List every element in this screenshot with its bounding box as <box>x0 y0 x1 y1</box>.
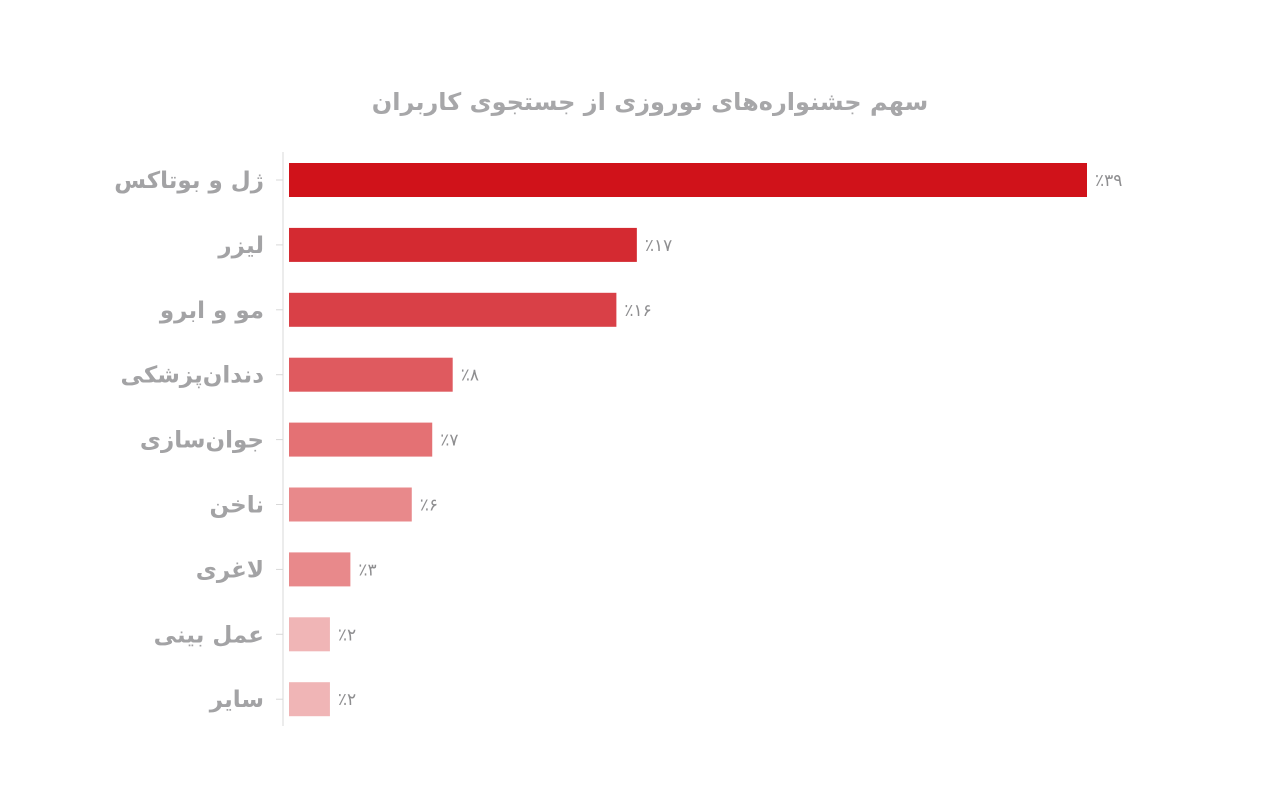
category-label: لیزر <box>217 233 264 259</box>
category-label: جوان‌سازی <box>140 428 264 454</box>
value-label: ٪۸ <box>461 366 479 386</box>
value-label: ٪۳۹ <box>1095 171 1122 191</box>
bar <box>289 163 1087 197</box>
chart-title: سهم جشنواره‌های نوروزی از جستجوی کاربران <box>371 88 929 116</box>
category-label: ناخن <box>209 493 264 519</box>
value-label: ٪۲ <box>338 625 356 645</box>
bar <box>289 552 351 587</box>
value-label: ٪۱۷ <box>645 236 672 256</box>
category-label: سایر <box>209 687 264 713</box>
bar <box>289 227 637 262</box>
bar <box>289 422 433 457</box>
bar <box>289 357 453 392</box>
value-label: ٪۶ <box>420 496 438 516</box>
bar <box>289 292 617 327</box>
category-label: دندان‌پزشکی <box>121 363 265 389</box>
category-label: مو و ابرو <box>159 298 264 324</box>
value-label: ٪۱۶ <box>624 301 651 321</box>
value-label: ٪۳ <box>358 560 376 580</box>
category-label: لاغری <box>196 557 264 583</box>
bar <box>289 682 330 717</box>
category-label: عمل بینی <box>154 622 264 648</box>
category-label: ژل و بوتاکس <box>114 168 264 194</box>
value-label: ٪۲ <box>338 690 356 710</box>
value-label: ٪۷ <box>440 431 458 451</box>
bar <box>289 487 412 522</box>
bar <box>289 617 330 652</box>
